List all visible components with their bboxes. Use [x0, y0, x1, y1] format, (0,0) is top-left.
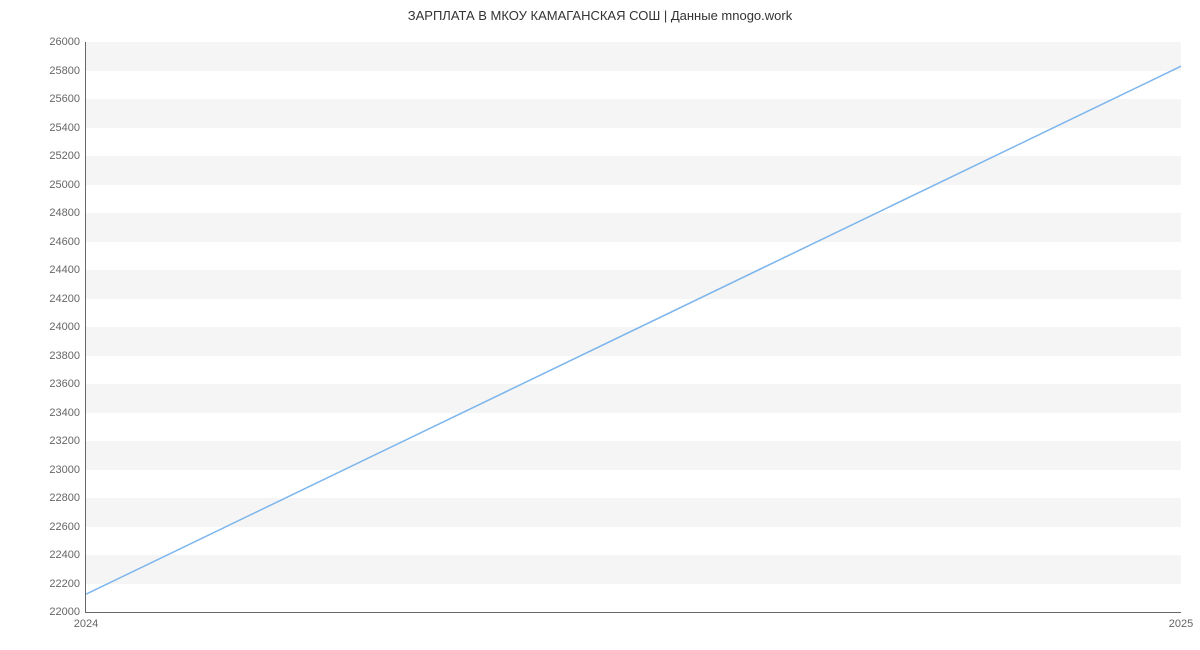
chart-container: ЗАРПЛАТА В МКОУ КАМАГАНСКАЯ СОШ | Данные…: [0, 0, 1200, 650]
y-tick-label: 24000: [49, 321, 80, 333]
chart-title: ЗАРПЛАТА В МКОУ КАМАГАНСКАЯ СОШ | Данные…: [0, 8, 1200, 23]
y-tick-label: 24800: [49, 207, 80, 219]
y-tick-label: 22800: [49, 492, 80, 504]
y-tick-label: 23400: [49, 407, 80, 419]
y-tick-label: 23000: [49, 464, 80, 476]
y-tick-label: 22200: [49, 578, 80, 590]
y-tick-label: 24400: [49, 264, 80, 276]
y-tick-label: 25400: [49, 122, 80, 134]
plot-area: 2200022200224002260022800230002320023400…: [85, 42, 1181, 613]
y-tick-label: 25800: [49, 65, 80, 77]
y-tick-label: 23200: [49, 435, 80, 447]
y-tick-label: 23600: [49, 378, 80, 390]
y-tick-label: 25200: [49, 150, 80, 162]
series-line: [86, 42, 1181, 612]
x-tick-label: 2024: [74, 618, 98, 630]
y-tick-label: 22400: [49, 549, 80, 561]
y-tick-label: 25600: [49, 93, 80, 105]
y-tick-label: 22600: [49, 521, 80, 533]
y-tick-label: 22000: [49, 606, 80, 618]
y-tick-label: 24200: [49, 293, 80, 305]
y-tick-label: 26000: [49, 36, 80, 48]
y-tick-label: 23800: [49, 350, 80, 362]
x-tick-label: 2025: [1169, 618, 1193, 630]
y-tick-label: 24600: [49, 236, 80, 248]
y-tick-label: 25000: [49, 179, 80, 191]
